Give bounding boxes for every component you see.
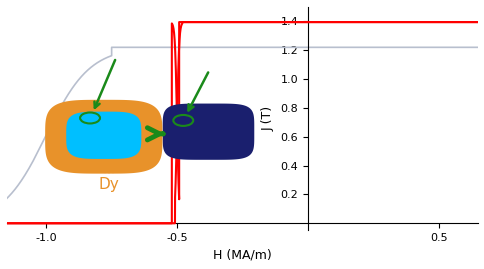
Y-axis label: J (T): J (T) (261, 106, 274, 131)
Polygon shape (162, 104, 254, 160)
Polygon shape (66, 112, 141, 159)
Text: Dy: Dy (98, 177, 119, 192)
Polygon shape (45, 100, 162, 174)
X-axis label: H (MA/m): H (MA/m) (212, 249, 272, 261)
